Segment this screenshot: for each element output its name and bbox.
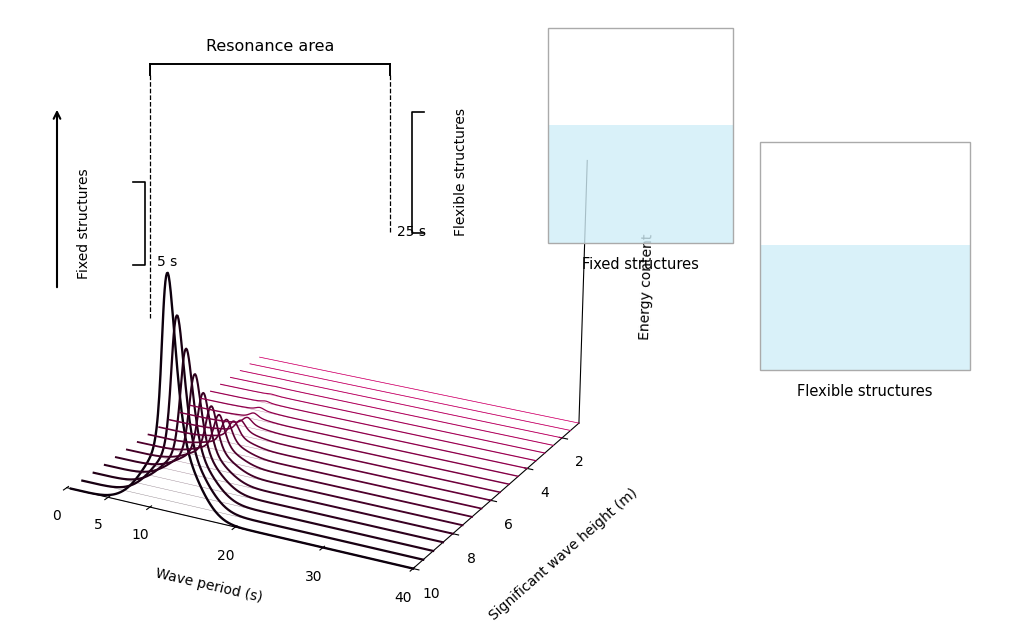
Bar (760, 244, 970, 370)
Text: 5 s: 5 s (157, 255, 177, 269)
Bar (760, 142, 970, 370)
Bar (548, 28, 733, 243)
Text: Fixed structures: Fixed structures (77, 168, 91, 279)
X-axis label: Wave period (s): Wave period (s) (154, 566, 264, 605)
Text: 25 s: 25 s (397, 225, 426, 239)
Text: Resonance area: Resonance area (206, 39, 334, 54)
Bar (548, 125, 733, 243)
Text: Flexible structures: Flexible structures (797, 384, 933, 399)
Text: Flexible structures: Flexible structures (454, 109, 468, 237)
Y-axis label: Significant wave height (m): Significant wave height (m) (487, 486, 640, 624)
Text: Fixed structures: Fixed structures (582, 257, 699, 272)
